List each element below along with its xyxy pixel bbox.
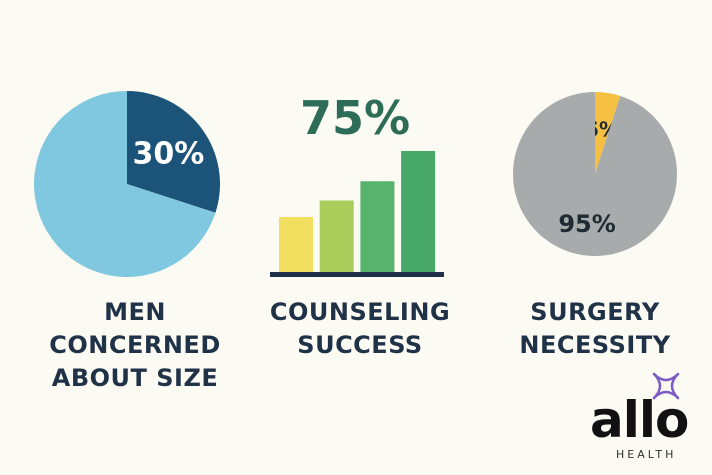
- pie-slice: [513, 92, 677, 256]
- pie-slice: [595, 92, 621, 174]
- bar: [401, 151, 436, 272]
- bar: [360, 181, 395, 272]
- pie-slice-label: 95%: [558, 210, 615, 238]
- bar: [319, 200, 354, 272]
- pie-slice-label: 30%: [132, 136, 204, 171]
- caption-line: SUCCESS: [297, 331, 423, 359]
- caption-men-concerned: MEN CONCERNED ABOUT SIZE: [35, 296, 235, 395]
- bar: [279, 217, 313, 272]
- logo-brand: allo: [590, 391, 689, 449]
- caption-surgery: SURGERY NECESSITY: [495, 296, 695, 362]
- caption-line: CONCERNED: [49, 331, 221, 359]
- allo-health-logo: allo HEALTH: [588, 362, 698, 467]
- pie-slice: [127, 91, 220, 213]
- caption-line: COUNSELING: [269, 298, 451, 326]
- caption-line: MEN: [104, 298, 166, 326]
- caption-counseling: COUNSELING SUCCESS: [255, 296, 465, 362]
- logo-sub: HEALTH: [616, 448, 677, 461]
- headline-percentage: 75%: [299, 91, 411, 145]
- x-axis-baseline: [270, 272, 444, 277]
- caption-line: NECESSITY: [519, 331, 671, 359]
- caption-line: SURGERY: [530, 298, 660, 326]
- sparkle-icon: [652, 372, 680, 400]
- caption-line: ABOUT SIZE: [51, 364, 219, 392]
- pie-slice: [34, 91, 216, 277]
